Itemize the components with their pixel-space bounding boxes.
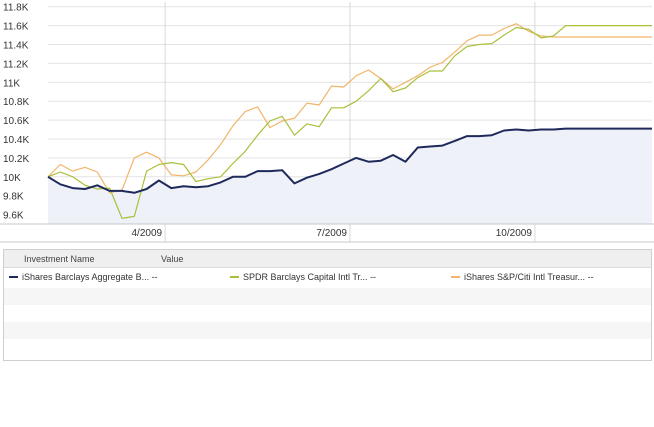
legend-swatch-spdr [230,275,239,278]
legend-value-citi: -- [587,272,594,282]
legend-value-spdr: -- [370,272,377,282]
x-tick-label: 4/2009 [132,228,163,239]
series-line-1 [47,25,652,219]
y-tick-label: 9.8K [3,192,24,203]
header-value: Value [161,254,184,264]
legend-label-citi: iShares S&P/Citi Intl Treasur... [464,272,586,282]
y-tick-label: 9.6K [3,211,24,222]
legend-item-spdr[interactable]: SPDR Barclays Capital Intl Tr... -- [230,272,376,282]
legend-row: iShares Barclays Aggregate B... -- SPDR … [4,268,651,285]
legend-header: Investment Name Value [4,250,651,268]
legend-label-aggregate: iShares Barclays Aggregate B... [22,272,150,282]
legend-swatch-citi [451,275,460,278]
series-line-0 [47,127,652,194]
header-investment-name: Investment Name [24,254,95,264]
empty-row-band [4,322,651,339]
y-tick-label: 10.4K [3,135,29,146]
y-tick-label: 11.2K [3,59,29,70]
y-tick-label: 10.2K [3,154,29,165]
legend-table: Investment Name Value iShares Barclays A… [3,249,652,361]
legend-swatch-aggregate [9,275,18,278]
y-tick-label: 11.6K [3,22,29,33]
y-tick-label: 10.8K [3,97,29,108]
y-tick-label: 10K [3,173,21,184]
y-tick-label: 11.4K [3,41,29,52]
legend-label-spdr: SPDR Barclays Capital Intl Tr... [243,272,368,282]
x-tick-label: 10/2009 [496,228,533,239]
legend-value-aggregate: -- [151,272,158,282]
legend-item-citi[interactable]: iShares S&P/Citi Intl Treasur... -- [451,272,594,282]
performance-chart: 11.8K 11.6K 11.4K 11.2K 11K 10.8K 10.6K 10.4K 10… [0,2,654,243]
legend-item-aggregate[interactable]: iShares Barclays Aggregate B... -- [9,272,158,282]
x-tick-label: 7/2009 [316,228,347,239]
series-area-0 [48,128,652,224]
y-tick-label: 10.6K [3,116,29,127]
y-tick-label: 11.8K [3,3,29,14]
empty-row-band [4,288,651,305]
y-tick-label: 11K [3,78,20,89]
